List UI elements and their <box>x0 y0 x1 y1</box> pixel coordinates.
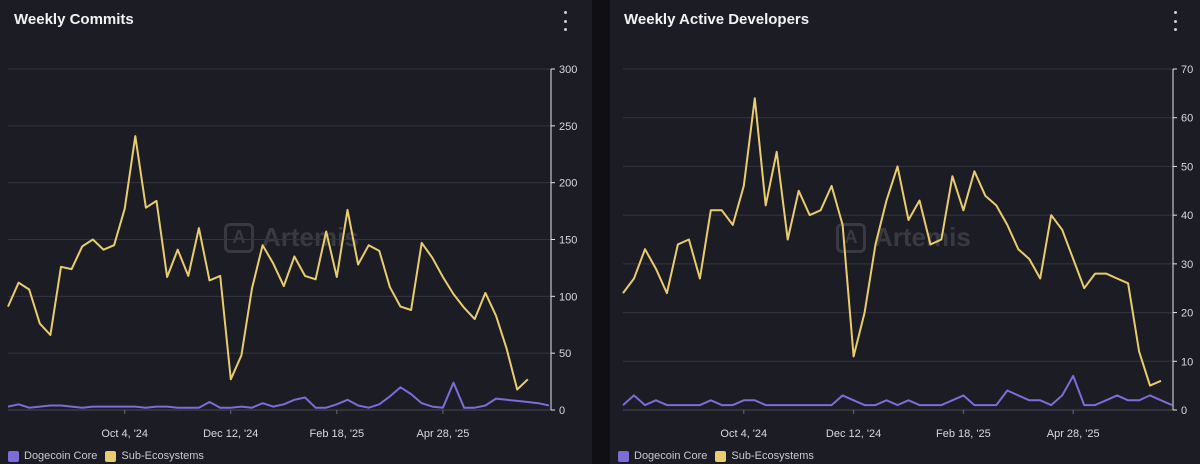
x-tick-label: Oct 4, '24 <box>720 428 767 440</box>
artemis-logo-icon: A <box>224 222 254 253</box>
legend-item-sub-ecosystems[interactable]: Sub-Ecosystems <box>715 450 814 462</box>
y-tick-label: 100 <box>559 291 577 303</box>
legend-swatch <box>8 450 19 462</box>
dogecoin-core-line <box>7 381 550 409</box>
watermark-text: Artemis <box>874 222 971 252</box>
y-tick-label: 200 <box>559 178 577 190</box>
x-tick-label: Apr 28, '25 <box>416 428 469 440</box>
y-tick-label: 0 <box>559 405 565 417</box>
legend: Dogecoin Core Sub-Ecosystems <box>8 450 204 462</box>
legend-label: Sub-Ecosystems <box>121 450 204 462</box>
y-tick-label: 300 <box>559 64 577 76</box>
x-tick-label: Feb 18, '25 <box>309 428 364 440</box>
x-tick-label: Oct 4, '24 <box>101 428 148 440</box>
y-tick-label: 150 <box>559 235 577 247</box>
y-tick-label: 10 <box>1181 356 1193 368</box>
legend: Dogecoin Core Sub-Ecosystems <box>618 450 814 462</box>
sub-ecosystems-line <box>622 97 1162 387</box>
y-tick-label: 0 <box>1181 405 1187 417</box>
artemis-watermark: A Artemis <box>836 222 971 253</box>
panel-title: Weekly Active Developers <box>624 11 810 28</box>
x-tick-label: Feb 18, '25 <box>936 428 991 440</box>
weekly-commits-chart: 0 50 100 150 200 250 300 Oct 4, '24 Dec 12, '24 F… <box>7 64 577 440</box>
more-options-icon[interactable] <box>1172 11 1178 31</box>
legend-label: Dogecoin Core <box>24 450 98 462</box>
y-tick-label: 20 <box>1181 308 1193 320</box>
panel-title: Weekly Commits <box>14 11 134 28</box>
y-tick-label: 40 <box>1181 210 1193 222</box>
artemis-logo-icon: A <box>836 222 866 253</box>
legend-item-sub-ecosystems[interactable]: Sub-Ecosystems <box>105 450 204 462</box>
legend-swatch <box>618 450 629 462</box>
dogecoin-core-line <box>622 374 1173 407</box>
sub-ecosystems-line <box>7 135 529 391</box>
legend-item-dogecoin-core[interactable]: Dogecoin Core <box>618 450 707 462</box>
y-tick-label: 50 <box>1181 161 1193 173</box>
x-tick-label: Apr 28, '25 <box>1047 428 1100 440</box>
legend-label: Sub-Ecosystems <box>731 450 814 462</box>
x-tick-label: Dec 12, '24 <box>826 428 881 440</box>
legend-label: Dogecoin Core <box>634 450 708 462</box>
y-tick-label: 70 <box>1181 64 1193 76</box>
weekly-commits-panel: Weekly Commits A Artemis 0 50 100 150 200 250… <box>0 0 592 464</box>
legend-item-dogecoin-core[interactable]: Dogecoin Core <box>8 450 97 462</box>
more-options-icon[interactable] <box>562 11 568 31</box>
legend-swatch <box>105 450 117 462</box>
y-tick-label: 60 <box>1181 113 1193 125</box>
x-tick-label: Dec 12, '24 <box>203 428 258 440</box>
y-tick-label: 30 <box>1181 259 1193 271</box>
weekly-active-developers-chart: 0 10 20 30 40 50 60 70 Oct 4, '24 Dec 12, '24 Feb … <box>622 64 1193 440</box>
legend-swatch <box>715 450 727 462</box>
y-tick-label: 250 <box>559 121 577 133</box>
y-tick-label: 50 <box>559 348 571 360</box>
weekly-active-developers-panel: Weekly Active Developers A Artemis 0 10 20… <box>610 0 1200 464</box>
artemis-watermark: A Artemis <box>224 222 359 253</box>
